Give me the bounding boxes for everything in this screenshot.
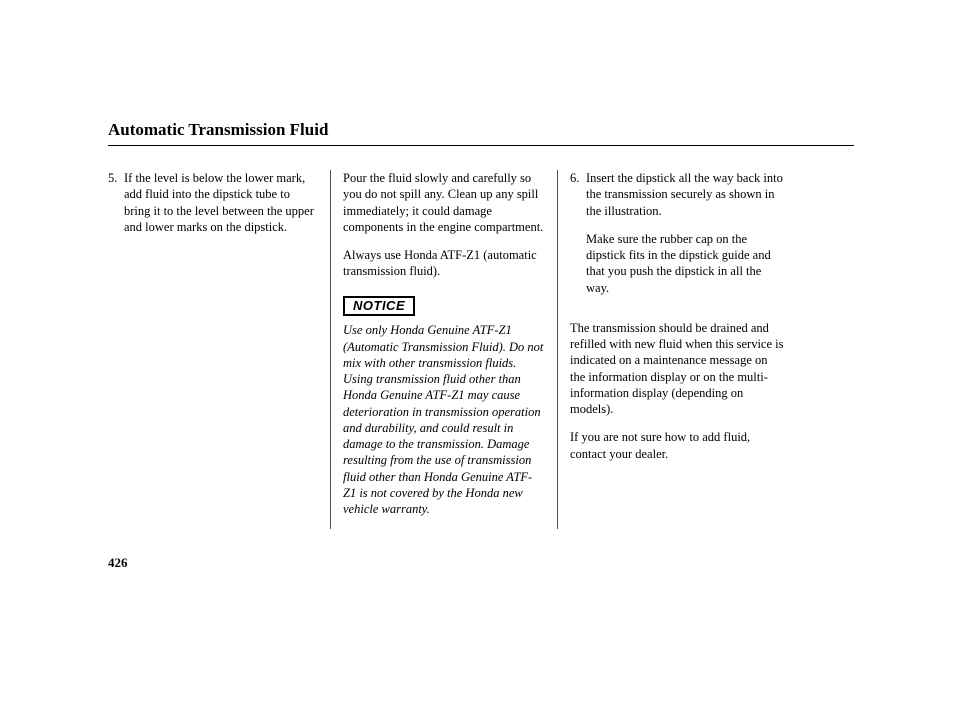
paragraph: If you are not sure how to add fluid, co… — [570, 429, 785, 462]
column-1: 5. If the level is below the lower mark,… — [108, 170, 331, 529]
column-3: 6. Insert the dipstick all the way back … — [558, 170, 785, 529]
content-columns: 5. If the level is below the lower mark,… — [108, 170, 854, 529]
paragraph: Always use Honda ATF-Z1 (automatic trans… — [343, 247, 545, 280]
manual-page: Automatic Transmission Fluid 5. If the l… — [0, 0, 954, 611]
step-subtext: Make sure the rubber cap on the dipstick… — [586, 231, 785, 296]
notice-label: NOTICE — [353, 298, 405, 313]
paragraph: Pour the fluid slowly and carefully so y… — [343, 170, 545, 235]
step-text: If the level is below the lower mark, ad… — [124, 170, 318, 235]
page-title: Automatic Transmission Fluid — [108, 120, 854, 146]
notice-box: NOTICE — [343, 296, 415, 317]
step-subtext: Insert the dipstick all the way back int… — [586, 170, 785, 219]
notice-paragraph: Use only Honda Genuine ATF-Z1 (Automatic… — [343, 322, 545, 517]
step-number: 6. — [570, 170, 586, 308]
page-number: 426 — [108, 555, 854, 571]
step-number: 5. — [108, 170, 124, 235]
step-text: Insert the dipstick all the way back int… — [586, 170, 785, 308]
step-6: 6. Insert the dipstick all the way back … — [570, 170, 785, 308]
step-5: 5. If the level is below the lower mark,… — [108, 170, 318, 235]
paragraph: The transmission should be drained and r… — [570, 320, 785, 418]
column-2: Pour the fluid slowly and carefully so y… — [331, 170, 558, 529]
